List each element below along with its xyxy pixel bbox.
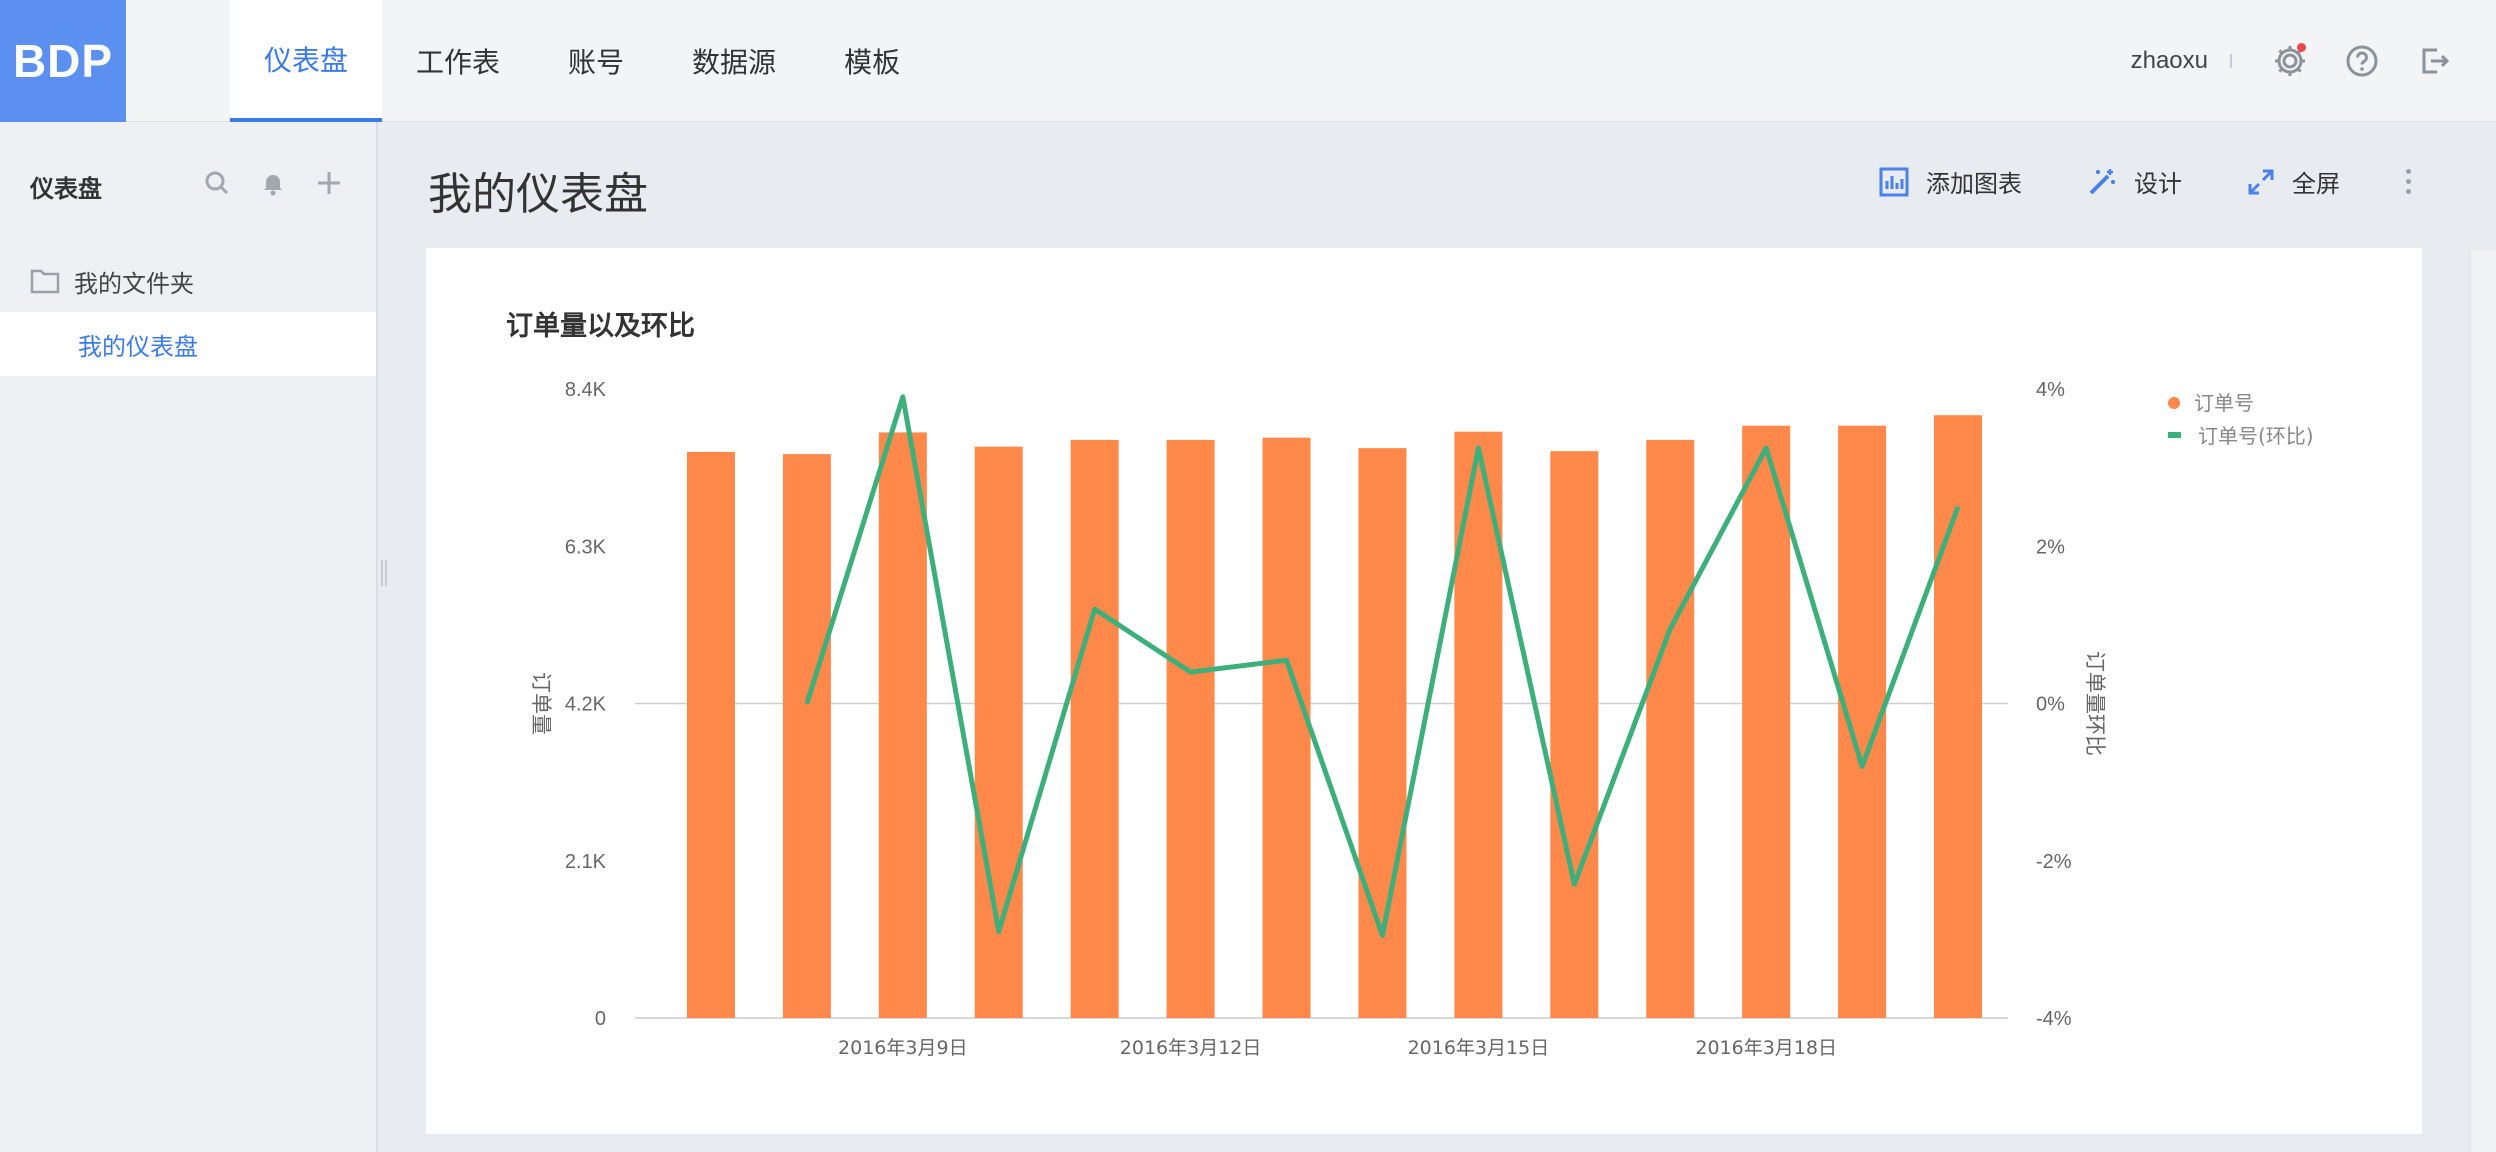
sidebar-item-my-dashboard[interactable]: 我的仪表盘 — [0, 312, 376, 376]
main-nav: 仪表盘 工作表 账号 数据源 模板 — [230, 0, 934, 122]
y-tick-label: 0 — [595, 1008, 606, 1030]
nav-item-dashboard[interactable]: 仪表盘 — [230, 0, 383, 122]
y2-axis-title: 订单量环比 — [2083, 651, 2107, 756]
y-tick-label: 8.4K — [565, 379, 607, 401]
x-tick-label: 2016年3月15日 — [1408, 1037, 1550, 1059]
y2-tick-label: 0% — [2036, 694, 2065, 716]
line-point — [1861, 765, 1864, 768]
line-point — [1765, 446, 1768, 449]
x-tick-label: 2016年3月12日 — [1120, 1037, 1262, 1059]
divider — [2230, 54, 2232, 68]
sidebar-actions — [200, 166, 346, 200]
legend-marker-bar — [2168, 397, 2180, 409]
page-title: 我的仪表盘 — [428, 169, 648, 220]
sidebar-header: 仪表盘 — [0, 122, 376, 250]
line-point — [805, 702, 808, 705]
line-point — [1093, 608, 1096, 611]
y2-tick-label: 4% — [2036, 379, 2065, 401]
sidebar-item-label: 我的仪表盘 — [78, 332, 198, 361]
fullscreen-label: 全屏 — [2292, 170, 2340, 198]
sidebar-resize-handle[interactable] — [381, 560, 387, 586]
nav-item-account[interactable]: 账号 — [568, 46, 625, 79]
search-icon[interactable] — [200, 166, 234, 200]
sidebar: 仪表盘 我的文件夹 我的仪表盘 — [0, 122, 378, 1152]
x-tick-label: 2016年3月18日 — [1695, 1037, 1837, 1059]
bar — [782, 454, 831, 1018]
y-tick-label: 6.3K — [565, 536, 607, 558]
y-axis-title: 订单量 — [529, 672, 553, 735]
logout-icon[interactable] — [2412, 39, 2456, 83]
dashboard-toolbar: 添加图表 设计 全屏 — [1814, 164, 2416, 199]
line-point — [1477, 446, 1480, 449]
legend-marker-line — [2168, 432, 2181, 438]
nav-item-datasource[interactable]: 数据源 — [692, 46, 777, 79]
y2-tick-label: -2% — [2036, 851, 2072, 873]
folder-icon — [30, 269, 60, 294]
more-options-icon[interactable] — [2400, 169, 2416, 194]
settings-icon[interactable] — [2268, 39, 2312, 83]
line-point — [1189, 671, 1192, 674]
nav-item-worksheet[interactable]: 工作表 — [416, 46, 501, 79]
bar — [1166, 439, 1215, 1018]
line-point — [997, 930, 1000, 933]
bar — [1934, 415, 1983, 1018]
bar — [1262, 437, 1311, 1018]
y-tick-label: 4.2K — [565, 694, 607, 716]
user-area: zhaoxu — [2131, 0, 2496, 122]
line-point — [1573, 883, 1576, 886]
bar — [1070, 439, 1119, 1018]
fullscreen-button[interactable]: 全屏 — [2246, 164, 2340, 199]
combo-chart: 8.4K 6.3K 4.2K 2.1K 0 4% 2% 0% -2% -4% 订单量 订单量环比 201… — [529, 379, 2314, 1059]
line-point — [1669, 627, 1672, 630]
design-wand-icon — [2089, 168, 2115, 194]
legend-label: 订单号(环比) — [2198, 424, 2314, 448]
bar — [1550, 451, 1599, 1018]
design-button[interactable]: 设计 — [2086, 164, 2182, 199]
nav-item-template[interactable]: 模板 — [844, 46, 901, 79]
line-point — [1957, 505, 1960, 508]
notification-dot — [2297, 43, 2306, 52]
logo[interactable]: BDP — [0, 0, 126, 122]
expand-icon — [2248, 169, 2274, 194]
help-icon[interactable] — [2340, 39, 2384, 83]
folder-label: 我的文件夹 — [74, 269, 194, 298]
username[interactable]: zhaoxu — [2130, 47, 2208, 74]
y2-tick-label: -4% — [2036, 1008, 2072, 1030]
chart-card: 订单量以及环比 8.4K 6.3K 4.2K 2.1K 0 4% 2% 0% -2% -4% 订单量… — [426, 248, 2422, 1134]
line-point — [901, 395, 904, 398]
chart-add-icon — [1879, 167, 1909, 196]
bar — [1742, 425, 1791, 1018]
bar — [878, 432, 927, 1018]
add-chart-label: 添加图表 — [1926, 170, 2022, 198]
design-label: 设计 — [2134, 170, 2182, 198]
folder-item[interactable]: 我的文件夹 — [0, 250, 376, 312]
y-tick-label: 2.1K — [565, 851, 607, 873]
y2-tick-label: 2% — [2036, 536, 2065, 558]
bar — [1646, 439, 1695, 1018]
sidebar-title: 仪表盘 — [30, 174, 102, 203]
scrollbar[interactable] — [2470, 250, 2496, 1152]
line-point — [1381, 934, 1384, 937]
bell-icon[interactable] — [256, 166, 290, 200]
top-bar: BDP 仪表盘 工作表 账号 数据源 模板 zhaoxu — [0, 0, 2496, 122]
legend-label: 订单号 — [2194, 391, 2254, 415]
chart-title: 订单量以及环比 — [506, 311, 695, 342]
plus-icon[interactable] — [312, 166, 346, 200]
x-tick-label: 2016年3月9日 — [838, 1037, 968, 1059]
add-chart-button[interactable]: 添加图表 — [1878, 164, 2022, 199]
bar — [686, 451, 735, 1018]
line-point — [1285, 659, 1288, 662]
